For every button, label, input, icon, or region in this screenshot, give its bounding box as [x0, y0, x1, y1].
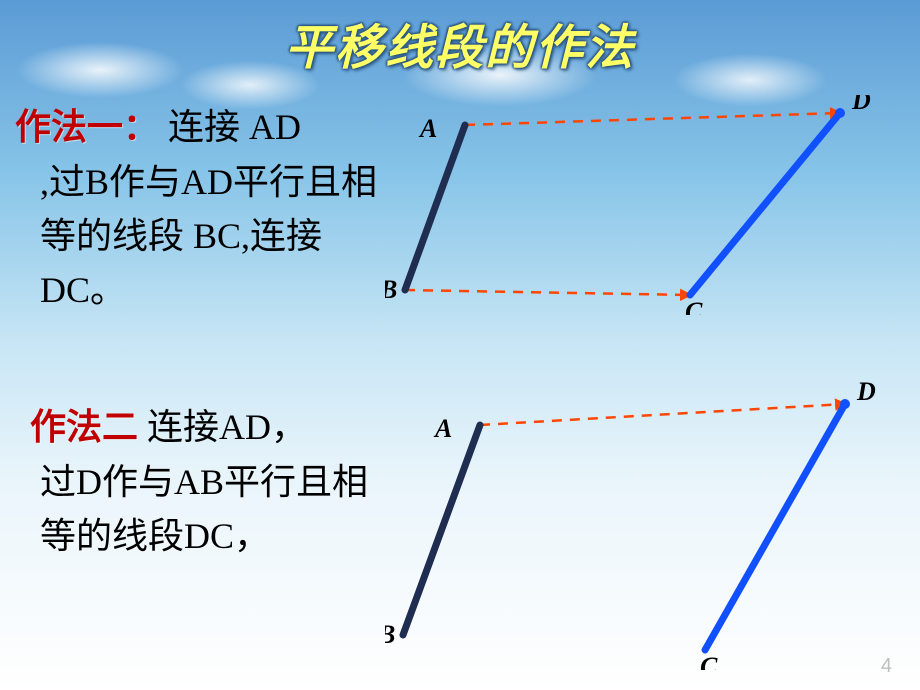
svg-text:A: A [418, 114, 437, 143]
svg-text:B: B [385, 275, 397, 304]
svg-text:A: A [433, 414, 452, 443]
diagram-2: A B C D [385, 380, 915, 670]
method1-line2: ,过B作与AD平行且相等的线段 BC,连接DC。 [40, 155, 380, 317]
svg-text:D: D [851, 95, 871, 115]
diagram-1: A B C D [385, 95, 915, 315]
svg-text:C: C [685, 297, 703, 315]
method1-line1: 作法一： 连接 AD [15, 100, 375, 154]
slide-title: 平移线段的作法 [0, 8, 920, 78]
method2-label: 作法二 [30, 407, 138, 447]
svg-text:D: D [856, 380, 876, 406]
method1-label: 作法一： [15, 107, 159, 147]
svg-text:B: B [385, 620, 395, 649]
method2-text1: 连接AD， [147, 407, 307, 447]
method2-line1: 作法二 连接AD， [30, 400, 390, 454]
method2-line2: 过D作与AB平行且相等的线段DC， [40, 455, 380, 563]
svg-text:C: C [700, 652, 718, 670]
method2-text2: 过D作与AB平行且相等的线段DC， [40, 462, 368, 556]
method1-text1: 连接 AD [168, 107, 301, 147]
method1-text2: 过B作与AD平行且相等的线段 BC,连接DC。 [40, 162, 377, 310]
page-number: 4 [881, 655, 892, 678]
